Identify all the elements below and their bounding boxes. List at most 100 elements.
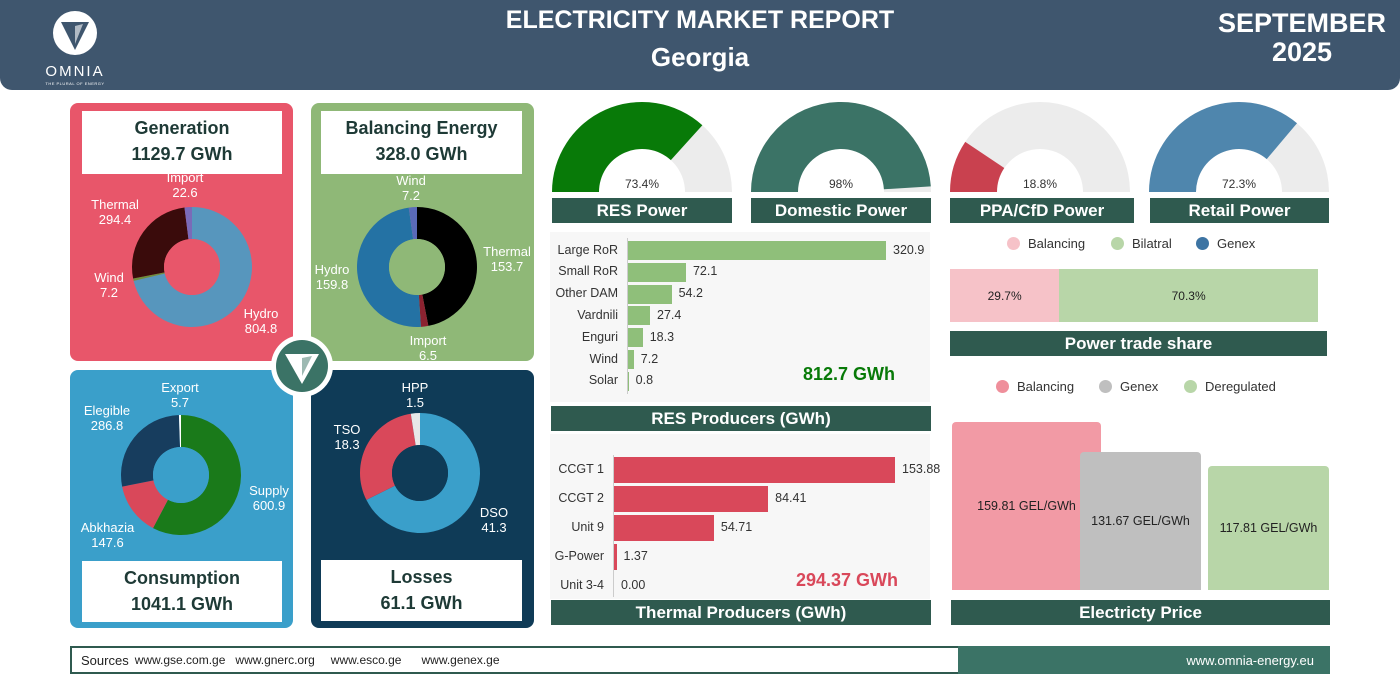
- losses-title: Losses: [390, 567, 453, 587]
- thermal_producers-category-label: CCGT 2: [558, 491, 604, 505]
- report-title: ELECTRICITY MARKET REPORT: [505, 6, 895, 34]
- price-title: Electricty Price: [951, 600, 1330, 625]
- trade-legend-balancing: Balancing: [1007, 236, 1085, 251]
- res_producers-value-label: 320.9: [893, 242, 925, 257]
- res-total: 812.7 GWh: [803, 364, 896, 384]
- legend-dot: [1099, 380, 1112, 393]
- balancing-donut: [356, 207, 478, 327]
- report-country: Georgia: [650, 42, 750, 72]
- balancing-slice-import: [418, 294, 429, 327]
- gauge-retail-title: Retail Power: [1150, 198, 1329, 223]
- source-link-esco[interactable]: www.esco.ge: [330, 653, 402, 667]
- consumption-donut-hole: [153, 447, 209, 503]
- gauge-domestic-value: 98%: [828, 177, 854, 191]
- consumption-slice-abkhazia: [122, 480, 168, 529]
- source-link-gse[interactable]: www.gse.com.ge: [134, 653, 226, 667]
- res_producers-category-label: Small RoR: [558, 264, 618, 279]
- gauges: [552, 101, 1329, 192]
- consumption-slice-elegible: [121, 415, 181, 487]
- consumption-slice-supply: [153, 415, 241, 535]
- consumption-total: 1041.1 GWh: [130, 594, 234, 614]
- source-link-gnerc[interactable]: www.gnerc.org: [235, 653, 315, 667]
- res_producers-value-label: 54.2: [678, 286, 703, 301]
- price-legend-genex: Genex: [1099, 379, 1158, 394]
- generation-slice-wind: [133, 272, 165, 281]
- consumption-slice-export: [178, 415, 181, 448]
- res_producers-value-label: 0.8: [635, 373, 654, 388]
- thermal-chart-title: Thermal Producers (GWh): [551, 600, 931, 625]
- gauge-ppa-value: 18.8%: [1022, 177, 1058, 191]
- generation-card: Generation 1129.7 GWh: [82, 111, 282, 174]
- trade-legend-bilatral: Bilatral: [1111, 236, 1172, 251]
- res_producers-category-label: Enguri: [581, 329, 618, 344]
- trade-share-title: Power trade share: [950, 331, 1327, 356]
- generation-slice-thermal: [132, 207, 189, 279]
- thermal_producers-bar: [614, 486, 769, 512]
- thermal_producers-value-label: 0.00: [621, 578, 646, 592]
- price-bar-balancing: 159.81 GEL/GWh: [952, 422, 1101, 590]
- generation-slice-import: [184, 207, 192, 240]
- trade-segment-bilatral: 70.3%: [1059, 269, 1318, 322]
- logo-tagline: THE PLURAL OF ENERGY: [45, 81, 105, 86]
- thermal_producers-value-label: 153.88: [902, 462, 941, 476]
- balancing-hydro-label: Hydro 159.8: [314, 262, 350, 292]
- balancing-import-label: Import 6.5: [409, 333, 447, 363]
- generation-import-label: Import 22.6: [166, 170, 204, 200]
- losses-total: 61.1 GWh: [380, 593, 463, 613]
- omnia-logo-icon: [53, 11, 97, 55]
- gauge-res-title: RES Power: [552, 198, 732, 223]
- balancing-card: Balancing Energy 328.0 GWh: [321, 111, 522, 174]
- losses-donut: [360, 413, 480, 533]
- thermal_producers-bar: [614, 457, 895, 483]
- consumption-supply-label: Supply 600.9: [249, 483, 289, 513]
- gauge-fill-retail-power: [1149, 102, 1298, 192]
- generation-wind-label: Wind 7.2: [94, 270, 124, 300]
- report-year: 2025: [1271, 37, 1333, 67]
- res_producers-bar: [628, 371, 629, 391]
- trade-share-bar: 29.7% 70.3%: [950, 269, 1318, 322]
- res-chart-bg: [550, 232, 930, 402]
- generation-hydro-label: Hydro 804.8: [243, 306, 279, 336]
- generation-thermal-label: Thermal 294.4: [91, 197, 139, 227]
- legend-dot: [1111, 237, 1124, 250]
- gauge-res-value: 73.4%: [624, 177, 660, 191]
- losses-slice-dso: [366, 413, 480, 533]
- res_producers-category-label: Other DAM: [555, 286, 618, 301]
- source-link-genex[interactable]: www.genex.ge: [421, 653, 500, 667]
- res_producers-bar: [628, 350, 634, 369]
- balancing-slice-thermal: [417, 207, 478, 326]
- res_producers-bar: [628, 241, 886, 260]
- losses-hpp-label: HPP 1.5: [401, 380, 429, 410]
- thermal_producers-bar: [614, 544, 617, 570]
- consumption-abkhazia-label: Abkhazia 147.6: [80, 520, 135, 550]
- consumption-export-label: Export 5.7: [161, 380, 199, 410]
- balancing-title: Balancing Energy: [345, 118, 498, 138]
- legend-dot: [1196, 237, 1209, 250]
- res-chart-title: RES Producers (GWh): [551, 406, 931, 431]
- gauge-fill-res-power: [552, 102, 703, 192]
- res_producers-category-label: Wind: [589, 351, 618, 366]
- balancing-slice-wind: [408, 207, 417, 240]
- gauge-ppa-title: PPA/CfD Power: [950, 198, 1134, 223]
- gauge-domestic-title: Domestic Power: [751, 198, 931, 223]
- res_producers-bar: [628, 306, 651, 326]
- consumption-donut: [121, 415, 241, 535]
- thermal_producers-value-label: 1.37: [623, 549, 648, 563]
- balancing-wind-label: Wind 7.2: [396, 173, 426, 203]
- report-header: [0, 0, 1400, 90]
- consumption-title: Consumption: [124, 568, 240, 588]
- footer-sources: Sources www.gse.com.ge www.gnerc.org www…: [70, 646, 960, 674]
- price-legend-deregulated: Deregulated: [1184, 379, 1276, 394]
- price-legend-balancing: Balancing: [996, 379, 1074, 394]
- trade-segment-balancing: 29.7%: [950, 269, 1060, 322]
- balancing-thermal-label: Thermal 153.7: [483, 244, 531, 274]
- logo-text: OMNIA: [45, 63, 105, 80]
- res_producers-bar: [628, 328, 643, 348]
- thermal_producers-value-label: 54.71: [720, 520, 753, 534]
- thermal_producers-category-label: G-Power: [554, 549, 604, 563]
- balancing-slice-hydro: [356, 207, 421, 327]
- thermal_producers-category-label: Unit 3-4: [560, 578, 604, 592]
- res_producers-value-label: 72.1: [692, 264, 718, 279]
- center-logo-icon: [271, 335, 333, 397]
- footer-website[interactable]: www.omnia-energy.eu: [958, 646, 1330, 674]
